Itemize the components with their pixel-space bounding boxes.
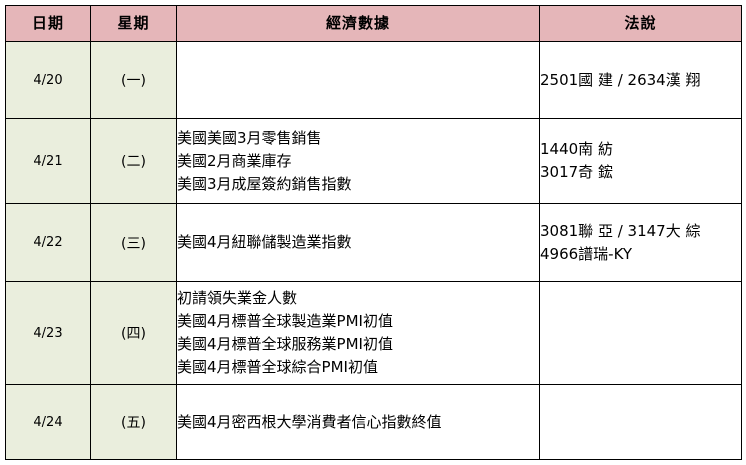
cell-earnings-call: 3081聯 亞 / 3147大 綜 4966譜瑞-KY bbox=[539, 203, 742, 282]
column-header-earnings-call: 法說 bbox=[539, 5, 742, 42]
cell-date: 4/24 bbox=[5, 384, 91, 460]
cell-weekday: (一) bbox=[90, 41, 177, 119]
cell-economic-data: 初請領失業金人數美國4月標普全球製造業PMI初值 美國4月標普全球服務業PMI初值… bbox=[176, 281, 540, 385]
table-row: 4/23 (四) 初請領失業金人數美國4月標普全球製造業PMI初值 美國4月標普全… bbox=[5, 281, 742, 385]
table-row: 4/21 (二) 美國美國3月零售銷售 美國2月商業庫存 美國3月成屋簽約銷售指數 … bbox=[5, 118, 742, 204]
cell-text-line: 4966譜瑞-KY bbox=[540, 244, 633, 263]
table-row: 4/20 (一) 2501國 建 / 2634漢 翔 bbox=[5, 41, 742, 119]
cell-economic-data: 美國4月紐聯儲製造業指數 bbox=[176, 203, 540, 282]
cell-text-line: 美國4月紐聯儲製造業指數 bbox=[177, 233, 352, 251]
cell-earnings-call: 1440南 紡 3017奇 鋐 bbox=[539, 118, 742, 204]
cell-economic-data: 美國美國3月零售銷售 美國2月商業庫存美國3月成屋簽約銷售指數 bbox=[176, 118, 540, 204]
cell-text-line: 美國4月標普全球製造業PMI初值 bbox=[177, 312, 393, 330]
cell-earnings-call: 2501國 建 / 2634漢 翔 bbox=[539, 41, 742, 119]
cell-weekday: (二) bbox=[90, 118, 177, 204]
cell-text-line: 美國3月成屋簽約銷售指數 bbox=[177, 174, 352, 193]
column-header-weekday: 星期 bbox=[90, 5, 177, 42]
cell-economic-data bbox=[176, 41, 540, 119]
cell-text-line: 3017奇 鋐 bbox=[540, 163, 613, 181]
cell-text-line: 美國4月密西根大學消費者信心指數終值 bbox=[177, 412, 442, 431]
table-header: 日期 星期 經濟數據 法說 bbox=[5, 5, 742, 42]
cell-weekday: (三) bbox=[90, 203, 177, 282]
cell-text-line: 1440南 紡 bbox=[540, 140, 613, 158]
cell-date: 4/22 bbox=[5, 203, 91, 282]
cell-earnings-call bbox=[539, 384, 742, 460]
cell-text-line: 3081聯 亞 / 3147大 綜 bbox=[540, 221, 701, 240]
cell-weekday: (四) bbox=[90, 281, 177, 385]
cell-text-line: 2501國 建 / 2634漢 翔 bbox=[540, 70, 701, 89]
header-row: 日期 星期 經濟數據 法說 bbox=[5, 5, 742, 42]
cell-text-line: 美國2月商業庫存 bbox=[177, 151, 292, 170]
table-body: 4/20 (一) 2501國 建 / 2634漢 翔 4/21 (二) 美國美國… bbox=[5, 41, 742, 460]
cell-weekday: (五) bbox=[90, 384, 177, 460]
table-row: 4/22 (三) 美國4月紐聯儲製造業指數 3081聯 亞 / 3147大 綜 4… bbox=[5, 203, 742, 282]
cell-date: 4/21 bbox=[5, 118, 91, 204]
cell-text-line: 美國4月標普全球服務業PMI初值 bbox=[177, 335, 393, 353]
economic-calendar-table: 日期 星期 經濟數據 法說 4/20 (一) 2501國 建 / 2634漢 翔… bbox=[5, 5, 742, 460]
cell-text-line: 初請領失業金人數 bbox=[177, 289, 298, 307]
cell-text-line: 美國4月標普全球綜合PMI初值 bbox=[177, 358, 378, 376]
column-header-date: 日期 bbox=[5, 5, 91, 42]
cell-date: 4/23 bbox=[5, 281, 91, 385]
cell-date: 4/20 bbox=[5, 41, 91, 119]
cell-text-line: 美國美國3月零售銷售 bbox=[177, 128, 322, 147]
cell-economic-data: 美國4月密西根大學消費者信心指數終值 bbox=[176, 384, 540, 460]
table-row: 4/24 (五) 美國4月密西根大學消費者信心指數終值 bbox=[5, 384, 742, 460]
column-header-economic-data: 經濟數據 bbox=[176, 5, 540, 42]
cell-earnings-call bbox=[539, 281, 742, 385]
